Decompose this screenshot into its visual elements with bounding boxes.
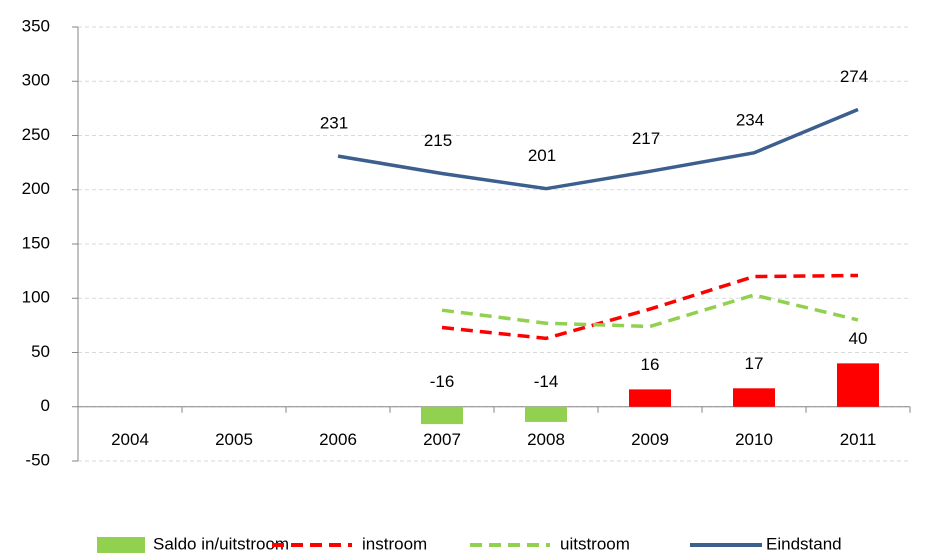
legend-label: instroom	[362, 534, 427, 553]
bar	[421, 406, 463, 425]
legend-label: uitstroom	[560, 534, 630, 553]
data-label: 201	[528, 146, 556, 165]
bar	[629, 389, 671, 407]
line	[441, 273, 859, 341]
data-label: -14	[534, 372, 559, 391]
data-label: 40	[849, 329, 868, 348]
bar	[525, 406, 567, 422]
x-tick-label: 2008	[527, 430, 565, 449]
x-tick-label: 2005	[215, 430, 253, 449]
bar	[837, 363, 879, 407]
data-label: 16	[641, 355, 660, 374]
data-label: 17	[745, 354, 764, 373]
x-tick-label: 2006	[319, 430, 357, 449]
x-tick-label: 2004	[111, 430, 149, 449]
data-label: -16	[430, 372, 455, 391]
y-tick-label: 50	[31, 342, 50, 361]
data-label: 231	[320, 114, 348, 133]
x-tick-label: 2009	[631, 430, 669, 449]
data-label: 274	[840, 67, 868, 86]
y-tick-label: 300	[22, 71, 50, 90]
x-tick-label: 2007	[423, 430, 461, 449]
line	[441, 293, 859, 329]
legend-swatch	[97, 537, 145, 553]
y-tick-label: 150	[22, 233, 50, 252]
bar	[733, 388, 775, 407]
legend-label: Eindstand	[766, 534, 842, 553]
y-tick-label: 350	[22, 16, 50, 35]
y-tick-label: 200	[22, 179, 50, 198]
legend-label: Saldo in/uitstroom	[153, 534, 289, 553]
data-label: 217	[632, 129, 660, 148]
y-tick-label: 250	[22, 125, 50, 144]
line	[337, 107, 859, 191]
y-tick-label: 0	[41, 396, 50, 415]
y-tick-label: 100	[22, 288, 50, 307]
x-tick-label: 2010	[735, 430, 773, 449]
data-label: 215	[424, 131, 452, 150]
x-tick-label: 2011	[840, 430, 877, 449]
y-tick-label: -50	[25, 450, 50, 469]
data-label: 234	[736, 110, 764, 129]
